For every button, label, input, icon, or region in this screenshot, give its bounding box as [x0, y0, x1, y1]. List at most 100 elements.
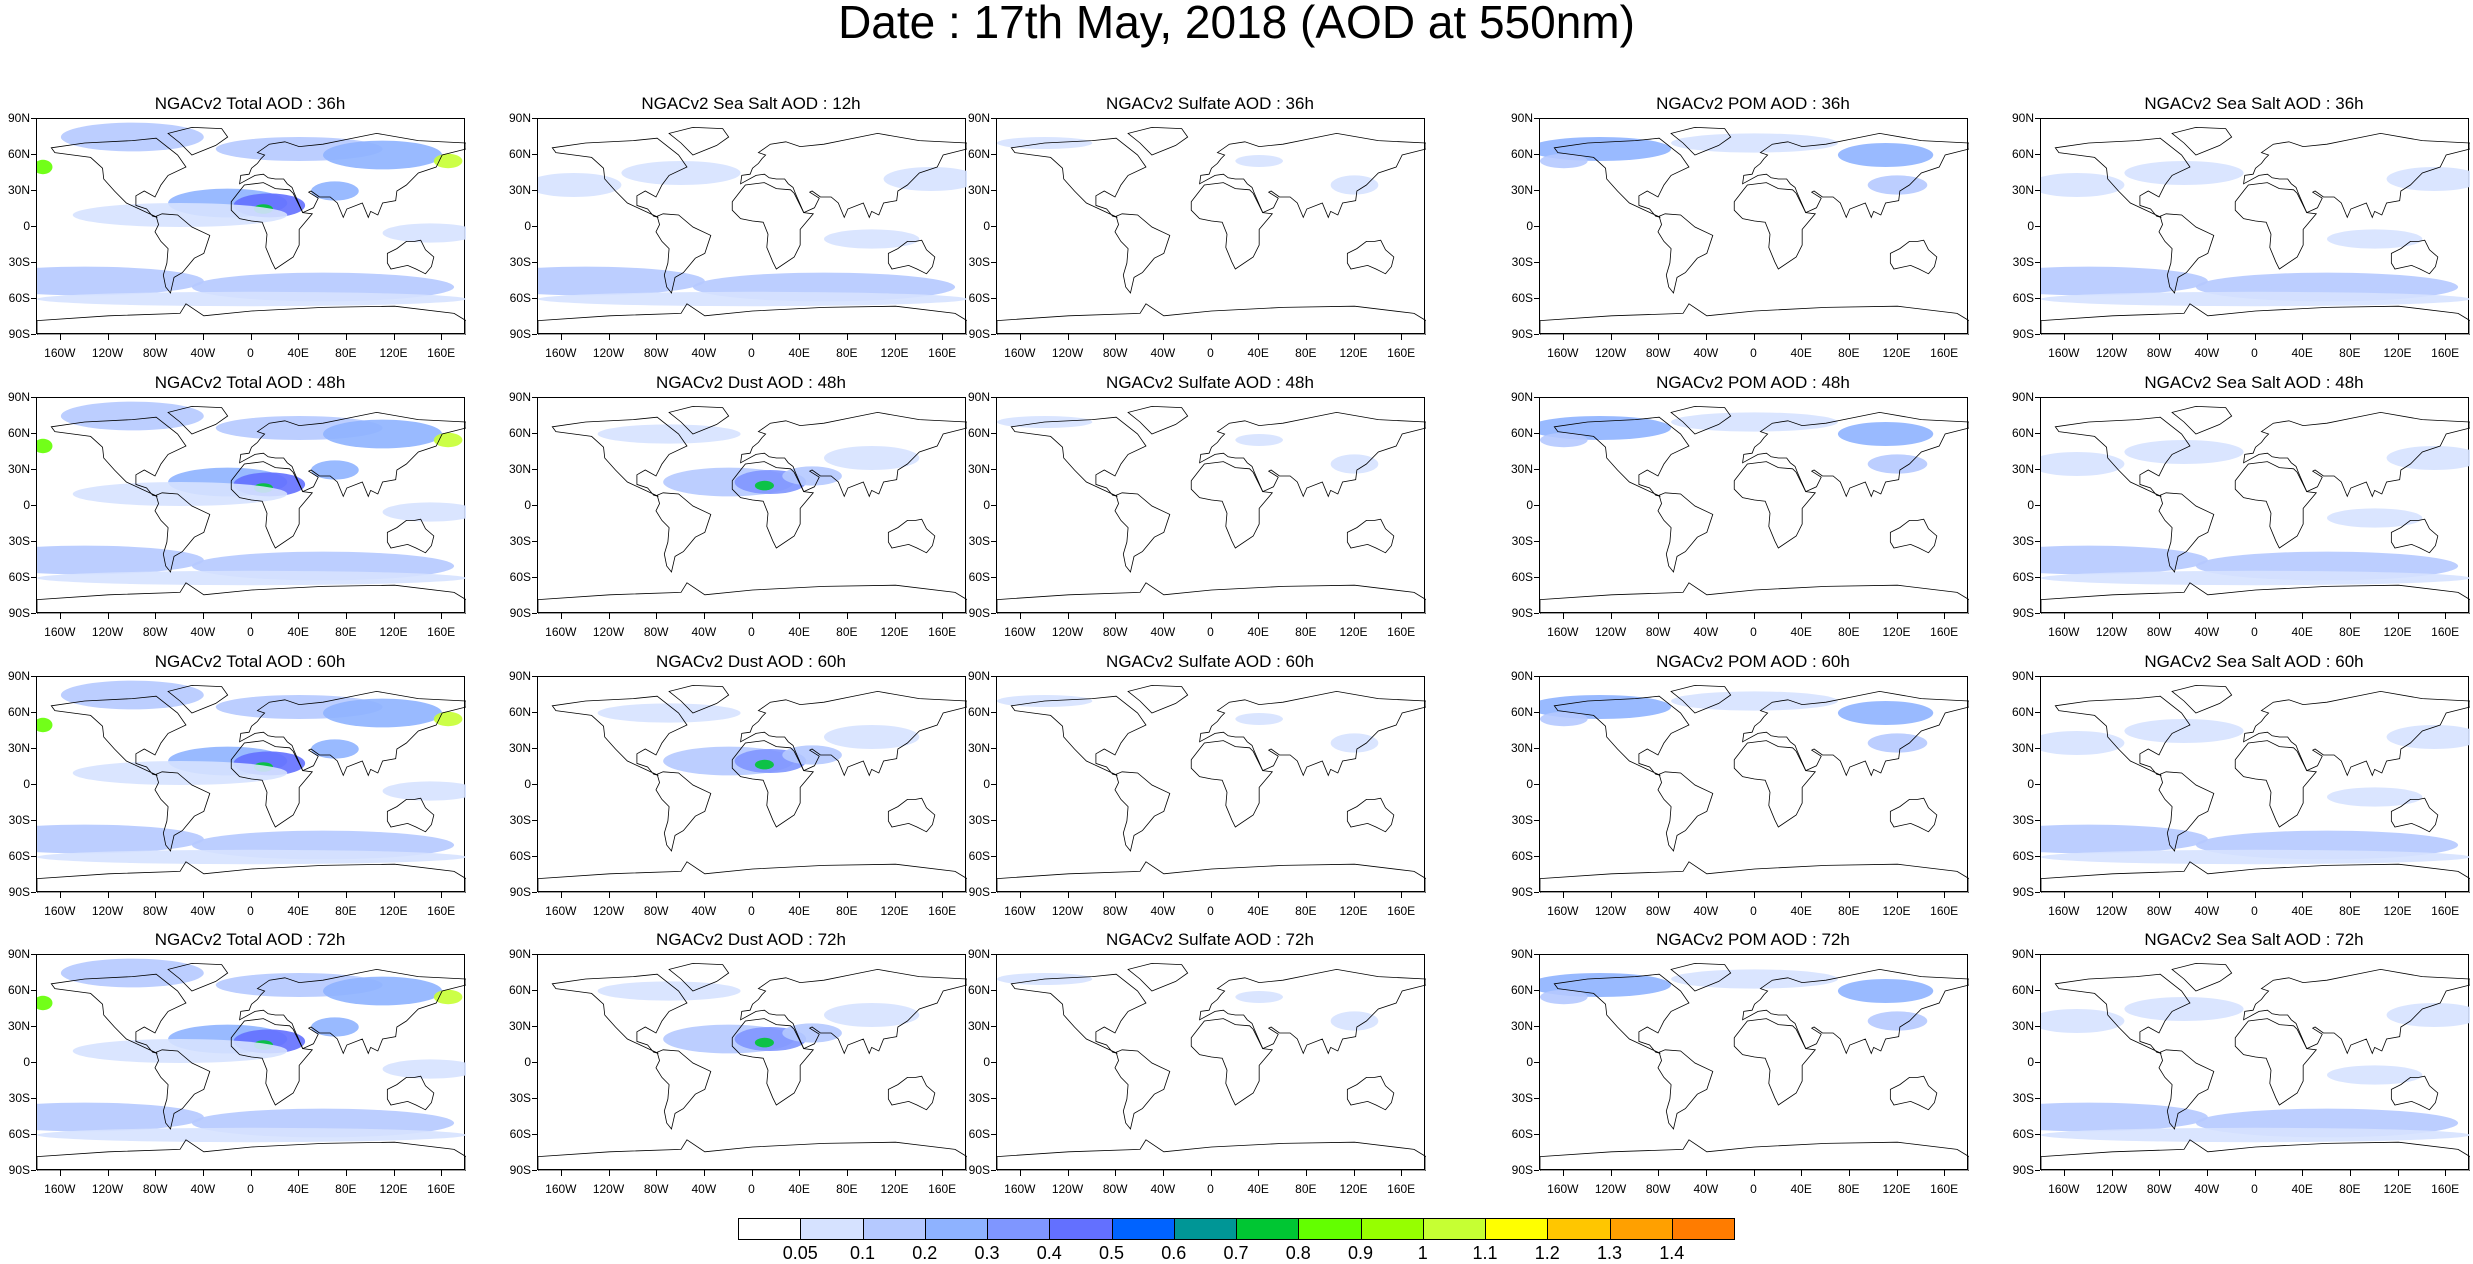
coastline: [887, 239, 936, 275]
longitude-tick: [799, 1170, 801, 1176]
latitude-label: 90N: [967, 669, 990, 683]
longitude-label: 80W: [142, 625, 168, 639]
longitude-label: 160W: [545, 1182, 577, 1196]
longitude-tick: [560, 892, 562, 898]
latitude-label: 30N: [7, 183, 30, 197]
longitude-tick: [250, 892, 252, 898]
longitude-tick: [1162, 613, 1164, 619]
latitude-label: 30S: [8, 534, 30, 548]
coastline: [239, 968, 466, 1055]
coastline: [239, 132, 466, 219]
longitude-label: 40W: [1693, 625, 1719, 639]
longitude-tick: [1019, 892, 1021, 898]
aod-map-panel: [996, 118, 1426, 335]
longitude-tick: [656, 334, 658, 340]
aod-field: [1540, 405, 1969, 614]
longitude-label: 160E: [427, 1182, 456, 1196]
coastline: [1127, 962, 1189, 992]
longitude-label: 120W: [1594, 625, 1627, 639]
longitude-label: 120E: [2383, 346, 2412, 360]
latitude-tick: [2035, 1134, 2040, 1135]
longitude-tick: [298, 892, 300, 898]
panel-title: NGACv2 Sea Salt AOD : 36h: [2144, 94, 2364, 113]
coastline: [230, 740, 314, 828]
longitude-tick: [345, 334, 347, 340]
coastline: [1889, 1075, 1938, 1111]
coastline: [740, 690, 967, 777]
colorbar-label: 0.3: [974, 1243, 1000, 1263]
longitude-tick: [2254, 1170, 2256, 1176]
latitude-label: 90S: [968, 885, 990, 899]
latitude-tick: [2035, 820, 2040, 821]
latitude-label: 30N: [7, 741, 30, 755]
aod-map-panel: [1539, 676, 1969, 893]
longitude-tick: [1848, 1170, 1850, 1176]
longitude-tick: [1067, 1170, 1069, 1176]
aod-map-panel: [537, 954, 967, 1171]
latitude-label: 30N: [967, 462, 990, 476]
longitude-label: 120W: [91, 625, 124, 639]
latitude-label: 60S: [8, 1127, 30, 1141]
latitude-label: 90N: [967, 390, 990, 404]
latitude-tick: [31, 541, 36, 542]
longitude-tick: [2063, 613, 2065, 619]
longitude-label: 40E: [788, 1182, 810, 1196]
longitude-tick: [2397, 1170, 2399, 1176]
latitude-label: 0: [524, 777, 531, 791]
longitude-label: 80E: [836, 625, 858, 639]
longitude-label: 120E: [2383, 904, 2412, 918]
coastline: [2054, 973, 2191, 1054]
latitude-label: 0: [2027, 219, 2034, 233]
longitude-tick: [608, 1170, 610, 1176]
latitude-tick: [1534, 784, 1539, 785]
latitude-label: 0: [2027, 498, 2034, 512]
aod-shade: [1540, 989, 1588, 1005]
latitude-tick: [31, 505, 36, 506]
aod-field: [997, 962, 1426, 1171]
coastline: [1553, 695, 1690, 776]
longitude-tick: [2111, 334, 2113, 340]
longitude-label: 120W: [91, 1182, 124, 1196]
coastline: [2171, 684, 2233, 714]
latitude-tick: [991, 1098, 996, 1099]
longitude-label: 160W: [1547, 904, 1579, 918]
longitude-label: 160E: [928, 904, 957, 918]
aod-shade: [824, 446, 920, 470]
longitude-label: 40E: [1790, 346, 1812, 360]
aod-shade: [824, 725, 920, 749]
coastline: [655, 213, 712, 294]
longitude-label: 80W: [142, 904, 168, 918]
panel-title: NGACv2 Dust AOD : 60h: [656, 652, 846, 671]
latitude-label: 30S: [1511, 813, 1533, 827]
coastline: [538, 582, 967, 614]
longitude-label: 160E: [2431, 904, 2460, 918]
latitude-tick: [1534, 298, 1539, 299]
longitude-label: 80W: [142, 346, 168, 360]
longitude-label: 160E: [427, 625, 456, 639]
colorbar-box: [987, 1218, 1051, 1240]
aod-shade: [311, 181, 359, 201]
latitude-tick: [532, 784, 537, 785]
longitude-tick: [1162, 1170, 1164, 1176]
longitude-label: 0: [247, 346, 254, 360]
latitude-tick: [31, 154, 36, 155]
longitude-tick: [703, 613, 705, 619]
longitude-label: 40E: [1790, 904, 1812, 918]
coastline: [154, 492, 211, 573]
latitude-tick: [2035, 433, 2040, 434]
aod-field: [997, 405, 1426, 614]
latitude-tick: [2035, 712, 2040, 713]
panel-title: NGACv2 Sulfate AOD : 60h: [1106, 652, 1314, 671]
coastline: [731, 740, 815, 828]
latitude-label: 30S: [509, 534, 531, 548]
latitude-label: 0: [524, 219, 531, 233]
longitude-tick: [345, 1170, 347, 1176]
longitude-label: 40E: [1247, 346, 1269, 360]
longitude-tick: [1753, 334, 1755, 340]
longitude-label: 160E: [427, 904, 456, 918]
longitude-tick: [202, 613, 204, 619]
coastline: [1670, 405, 1732, 435]
longitude-tick: [59, 613, 61, 619]
longitude-label: 160W: [44, 346, 76, 360]
